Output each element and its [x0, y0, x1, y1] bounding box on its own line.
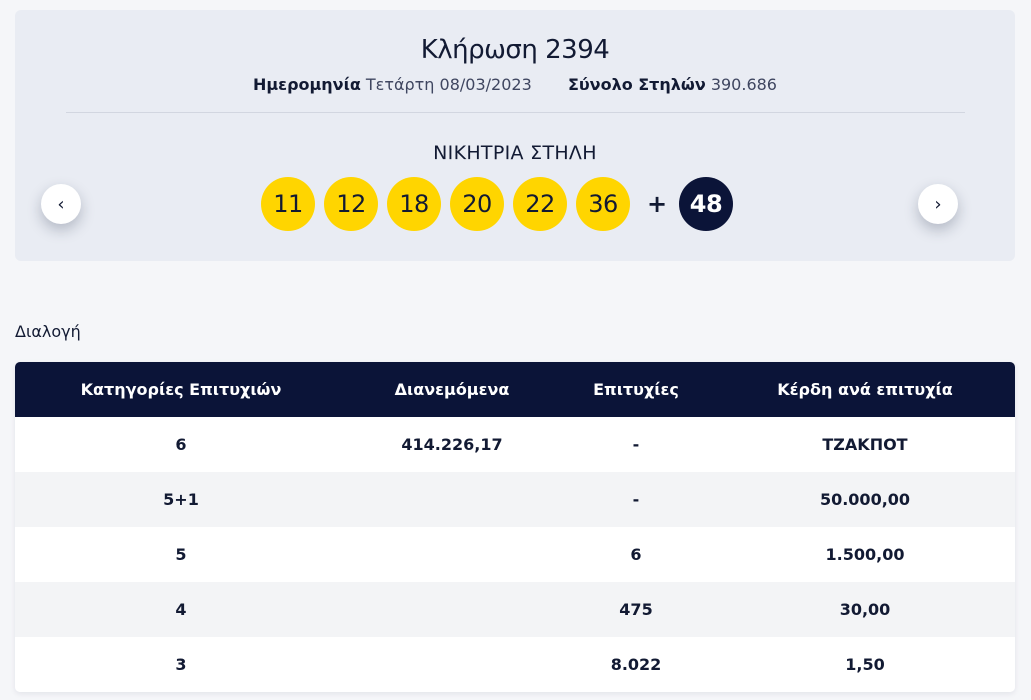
table-row: 5+1 - 50.000,00 [15, 472, 1015, 527]
date-value: Τετάρτη 08/03/2023 [365, 75, 532, 94]
winning-numbers: 11 12 18 20 22 36 + 48 [261, 177, 733, 231]
draw-card: Κλήρωση 2394 Ημερομηνία Τετάρτη 08/03/20… [15, 10, 1015, 261]
table-cell: 6 [175, 435, 187, 454]
columns-value: 390.686 [710, 75, 777, 94]
table-header: Κατηγορίες Επιτυχιών Διανεμόμενα Επιτυχί… [15, 362, 1015, 417]
table-row: 4 475 30,00 [15, 582, 1015, 637]
table-cell: 3 [175, 655, 187, 674]
table-cell: 50.000,00 [819, 490, 911, 509]
number-ball: 20 [450, 177, 504, 231]
table-cell: 5 [175, 545, 187, 564]
table-cell: ΤΖΑΚΠΟΤ [822, 435, 908, 454]
table-cell: 475 [619, 600, 653, 619]
bonus-ball: 48 [679, 177, 733, 231]
chevron-right-icon: › [934, 193, 942, 215]
table-row: 5 6 1.500,00 [15, 527, 1015, 582]
header-cell: Κατηγορίες Επιτυχιών [80, 380, 282, 399]
divider [66, 112, 965, 113]
section-label: Διαλογή [15, 322, 81, 341]
prize-table: Κατηγορίες Επιτυχιών Διανεμόμενα Επιτυχί… [15, 362, 1015, 692]
number-ball: 22 [513, 177, 567, 231]
chevron-left-icon: ‹ [57, 193, 65, 215]
table-cell: 30,00 [839, 600, 891, 619]
table-row: 3 8.022 1,50 [15, 637, 1015, 692]
table-cell: 4 [175, 600, 187, 619]
previous-draw-button[interactable]: ‹ [41, 184, 81, 224]
winning-column-label: ΝΙΚΗΤΡΙΑ ΣΤΗΛΗ [433, 142, 597, 164]
table-cell: 8.022 [610, 655, 662, 674]
date-label: Ημερομηνία [253, 75, 361, 94]
number-ball: 18 [387, 177, 441, 231]
next-draw-button[interactable]: › [918, 184, 958, 224]
table-cell: 1,50 [845, 655, 885, 674]
table-cell: 414.226,17 [401, 435, 503, 454]
draw-title: Κλήρωση 2394 [420, 35, 610, 65]
header-cell: Επιτυχίες [593, 380, 679, 399]
columns-label: Σύνολο Στηλών [567, 75, 706, 94]
number-ball: 36 [576, 177, 630, 231]
table-cell: 5+1 [163, 490, 199, 509]
draw-meta: Ημερομηνία Τετάρτη 08/03/2023 Σύνολο Στη… [15, 75, 1015, 94]
table-cell: 1.500,00 [825, 545, 905, 564]
table-cell: 6 [630, 545, 642, 564]
table-cell: - [632, 435, 640, 454]
number-ball: 11 [261, 177, 315, 231]
plus-sign: + [646, 190, 668, 218]
number-ball: 12 [324, 177, 378, 231]
header-cell: Κέρδη ανά επιτυχία [777, 380, 953, 399]
header-cell: Διανεμόμενα [394, 380, 510, 399]
table-row: 6 414.226,17 - ΤΖΑΚΠΟΤ [15, 417, 1015, 472]
table-cell: - [632, 490, 640, 509]
